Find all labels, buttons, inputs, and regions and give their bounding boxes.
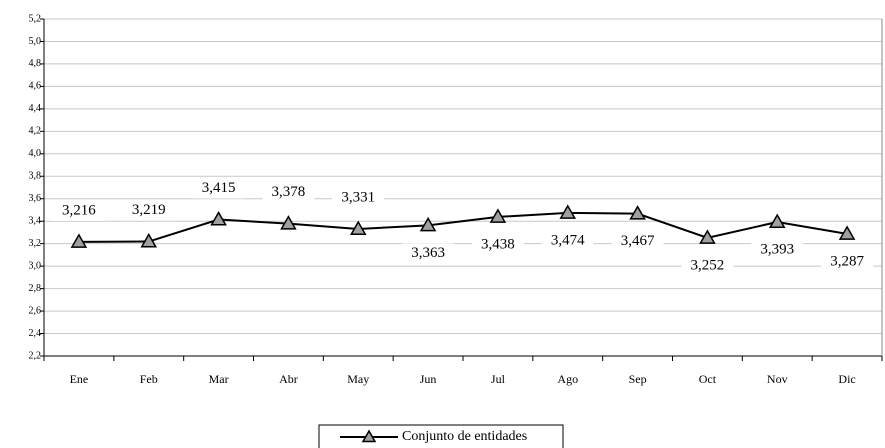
x-tick-label: Jul <box>491 372 506 386</box>
data-label: 3,378 <box>272 184 306 200</box>
data-label: 3,393 <box>760 241 794 257</box>
x-tick-label: Dic <box>838 372 855 386</box>
x-tick-label: Sep <box>629 372 647 386</box>
data-label: 3,474 <box>551 232 585 248</box>
marker <box>699 229 716 244</box>
marker <box>489 208 507 223</box>
label-bg <box>262 182 315 203</box>
x-tick-label: Oct <box>699 372 717 386</box>
marker <box>70 233 88 248</box>
x-tick-label: Ene <box>70 372 89 386</box>
label-bg <box>751 239 804 260</box>
data-label: 3,331 <box>341 189 375 205</box>
y-tick-label: 3,2 <box>29 238 42 249</box>
marker <box>419 216 437 232</box>
label-bg <box>192 178 245 199</box>
y-tick-label: 4,6 <box>29 81 42 92</box>
y-tick-label: 4,2 <box>29 126 42 137</box>
label-bg <box>541 230 594 251</box>
y-tick-label: 4,8 <box>29 58 42 69</box>
y-tick-label: 3,8 <box>29 171 42 182</box>
x-tick-label: Abr <box>279 372 298 386</box>
label-bg <box>821 251 874 272</box>
label-bg <box>471 234 524 255</box>
marker <box>140 233 158 248</box>
data-label: 3,363 <box>411 245 445 261</box>
label-bg <box>402 243 455 264</box>
label-bg <box>52 200 105 221</box>
y-tick-label: 3,6 <box>29 193 42 204</box>
marker <box>210 211 227 226</box>
legend-label: Conjunto de entidades <box>402 429 527 444</box>
y-tick-label: 4,0 <box>29 148 42 159</box>
legend-box <box>318 424 564 448</box>
x-tick-label: Nov <box>767 372 788 386</box>
label-bg <box>681 255 734 276</box>
y-tick-label: 5,0 <box>29 36 42 47</box>
x-tick-label: Mar <box>209 372 229 386</box>
marker <box>559 204 577 219</box>
label-bg <box>332 187 385 208</box>
marker <box>629 205 646 220</box>
x-tick-label: Ago <box>557 372 578 386</box>
label-bg <box>611 231 664 252</box>
data-label: 3,216 <box>62 202 96 218</box>
data-label: 3,219 <box>132 202 166 218</box>
y-tick-label: 4,4 <box>29 103 42 114</box>
y-tick-label: 2,8 <box>29 283 42 294</box>
marker <box>768 213 786 228</box>
marker <box>349 220 367 235</box>
series-line <box>78 211 848 243</box>
label-bg <box>122 200 175 221</box>
data-label: 3,438 <box>481 236 515 252</box>
x-tick-label: Feb <box>140 372 158 386</box>
legend-marker <box>361 429 377 443</box>
marker <box>838 225 856 240</box>
y-tick-label: 2,4 <box>29 328 42 339</box>
data-label: 3,287 <box>830 253 864 269</box>
y-tick-label: 2,6 <box>29 305 42 316</box>
y-tick-label: 5,2 <box>29 13 42 24</box>
x-tick-label: May <box>347 372 369 386</box>
data-label: 3,467 <box>621 233 655 249</box>
marker <box>280 215 297 230</box>
x-tick-label: Jun <box>420 372 437 386</box>
y-tick-label: 3,4 <box>29 215 42 226</box>
data-label: 3,252 <box>691 257 725 273</box>
y-tick-label: 3,0 <box>29 260 42 271</box>
data-label: 3,415 <box>202 180 236 196</box>
y-tick-label: 2,2 <box>29 350 42 361</box>
